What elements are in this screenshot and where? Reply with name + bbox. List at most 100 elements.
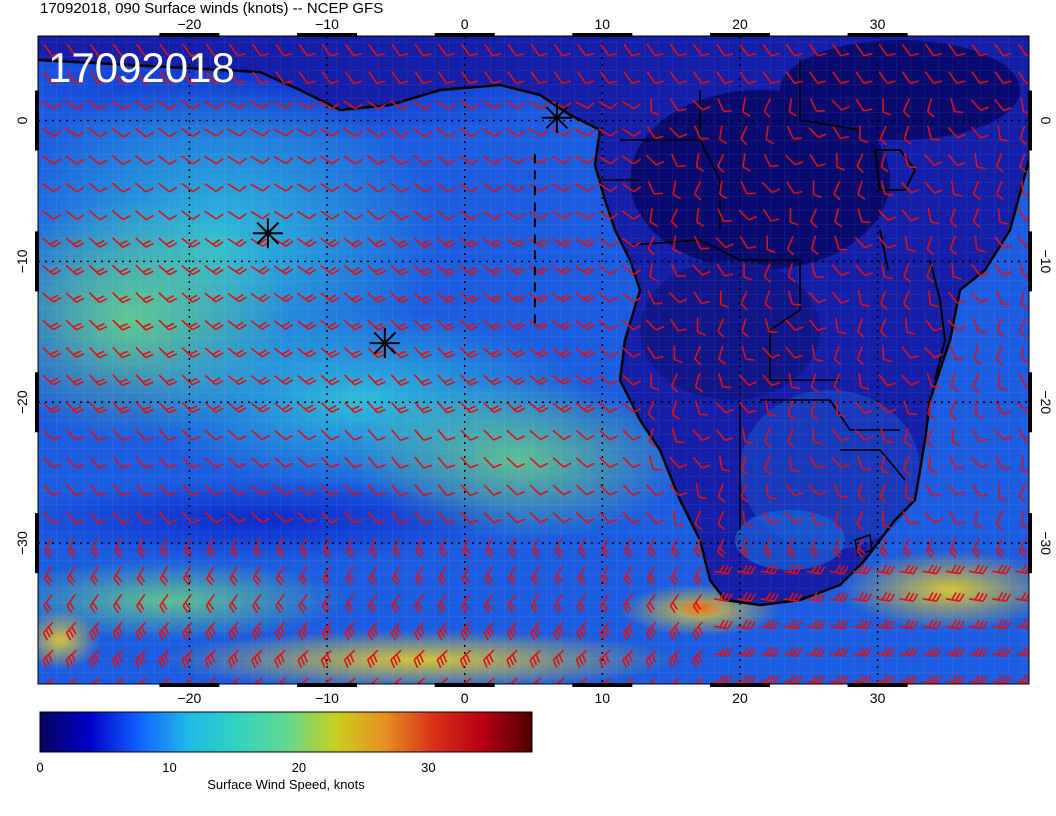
wind-barb [390,209,410,221]
wind-barb [598,347,619,358]
wind-barb [320,402,340,413]
wind-barb [903,263,912,283]
wind-barb [343,210,363,220]
wind-barb [461,566,471,586]
wind-barb [670,208,679,229]
wind-barb [274,457,294,468]
wind-barb [112,401,131,414]
wind-barb [852,592,872,603]
wind-barb [459,210,479,221]
wind-barb [551,183,572,192]
wind-barb [343,155,363,165]
wind-barb [948,456,965,470]
wind-barb [1018,428,1029,442]
lat-tick-bar-right [1028,372,1032,433]
wind-barb [736,674,756,684]
wind-barb [646,71,664,85]
lat-tick-bar-left [35,513,39,574]
wind-barb [530,71,548,85]
wind-barb [901,209,920,222]
wind-barb [253,538,263,559]
wind-barb [459,100,479,110]
wind-barb [857,483,866,503]
wind-barb [227,320,247,330]
wind-barb [204,210,224,220]
wind-barb [391,483,409,497]
wind-barb [649,207,658,227]
wind-barb [390,237,410,248]
wind-barb [320,484,340,496]
wind-barb [922,674,942,684]
wind-barb [507,566,517,586]
wind-barb [877,401,897,414]
wind-barb [250,183,270,192]
wind-barb [181,456,201,469]
wind-barb [297,347,317,358]
wind-barb [485,538,495,559]
wind-barb [227,429,247,441]
wind-barb [834,510,843,530]
wind-barb [181,347,201,358]
wind-barb [833,483,848,498]
wind-barb [621,182,642,193]
lon-tick-bar-top [297,33,358,37]
wind-barb [741,318,750,338]
wind-barb [505,155,526,165]
wind-barb [787,428,795,448]
wind-barb [250,429,270,441]
wind-barb [950,180,963,197]
wind-barb [622,347,642,358]
wind-barb [273,265,294,275]
wind-barb [808,71,827,85]
lon-tick-label-top: −10 [315,16,339,32]
wind-barb [157,155,178,165]
lon-tick-label-bottom: 0 [461,690,469,706]
wind-barb [460,484,479,497]
wind-barb [389,127,410,138]
lon-tick-bar-top [572,33,633,37]
wind-barb [575,484,595,496]
wind-barb [692,264,711,276]
wind-barb [367,484,386,497]
wind-barb [854,264,873,277]
wind-barb [972,180,981,201]
wind-barb [134,677,147,684]
wind-barb [949,345,964,361]
wind-barb [575,374,595,386]
wind-barb [808,319,827,332]
wind-barb [273,292,294,303]
wind-barb [344,456,363,469]
wind-barb [437,456,456,469]
wind-barb [436,319,456,331]
wind-barb [968,619,988,630]
wind-barb [204,155,224,165]
wind-barb [390,264,410,276]
wind-barb [899,674,919,684]
wind-barb [829,564,849,575]
lat-tick-label-left: −30 [14,531,30,555]
wind-barb [482,210,503,220]
wind-barb [460,621,472,641]
wind-barb [228,593,239,614]
wind-barb [877,209,897,221]
wind-barb [392,538,402,559]
wind-barb [181,264,201,276]
wind-barb [205,511,224,524]
wind-barb [928,455,938,474]
wind-barb [157,127,178,138]
wind-barb [437,484,456,497]
wind-barb [530,43,548,57]
wind-barb [320,128,340,137]
wind-barb [274,375,294,386]
wind-barb [1020,97,1029,115]
wind-barb [273,238,294,247]
wind-barb [413,292,433,304]
wind-barb [992,619,1012,630]
wind-barb [645,319,665,331]
wind-barb [366,155,387,165]
wind-barb [250,375,271,386]
wind-barb [553,71,571,85]
wind-barb [924,346,943,359]
wind-barb [506,402,526,413]
wind-barb [112,71,131,85]
